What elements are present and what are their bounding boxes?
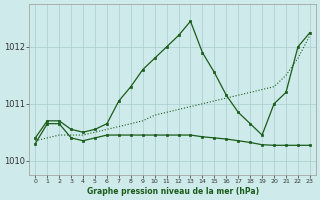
X-axis label: Graphe pression niveau de la mer (hPa): Graphe pression niveau de la mer (hPa) [86,187,259,196]
